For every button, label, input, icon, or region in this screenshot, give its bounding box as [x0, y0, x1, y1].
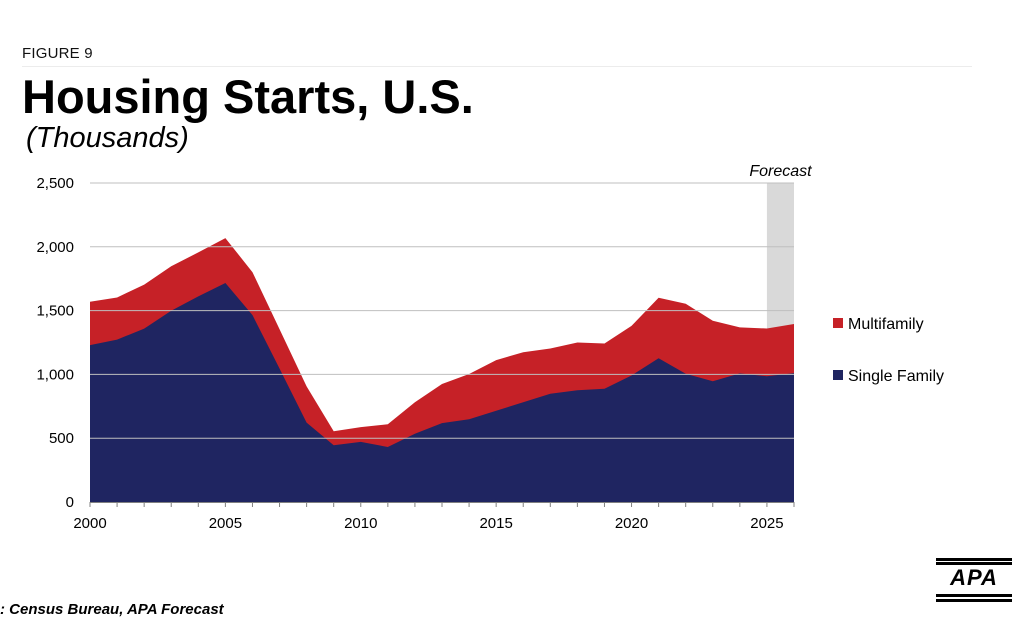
y-tick-label: 0 — [66, 494, 74, 511]
y-tick-label: 1,500 — [36, 303, 74, 320]
legend-swatch-multifamily — [833, 318, 843, 328]
figure-label: FIGURE 9 — [22, 45, 93, 62]
x-tick-label: 2020 — [615, 515, 648, 532]
chart-title: Housing Starts, U.S. — [22, 70, 474, 123]
apa-logo: APA — [930, 558, 1012, 604]
source-note: : Census Bureau, APA Forecast — [0, 601, 224, 618]
x-tick-label: 2000 — [73, 515, 106, 532]
legend-label-multifamily: Multifamily — [848, 316, 924, 333]
legend-swatch-single-family — [833, 370, 843, 380]
x-tick-label: 2015 — [479, 515, 512, 532]
apa-logo-text: APA — [950, 565, 998, 590]
y-tick-label: 2,500 — [36, 175, 74, 192]
chart-subtitle: (Thousands) — [26, 122, 189, 154]
y-tick-label: 1,000 — [36, 366, 74, 383]
y-tick-label: 500 — [49, 430, 74, 447]
x-tick-label: 2005 — [209, 515, 242, 532]
forecast-label: Forecast — [749, 163, 812, 180]
y-tick-label: 2,000 — [36, 239, 74, 256]
single-family-area — [90, 283, 794, 502]
header-rule — [22, 66, 972, 67]
x-tick-label: 2025 — [750, 515, 783, 532]
x-tick-label: 2010 — [344, 515, 377, 532]
legend-label-single-family: Single Family — [848, 368, 944, 385]
